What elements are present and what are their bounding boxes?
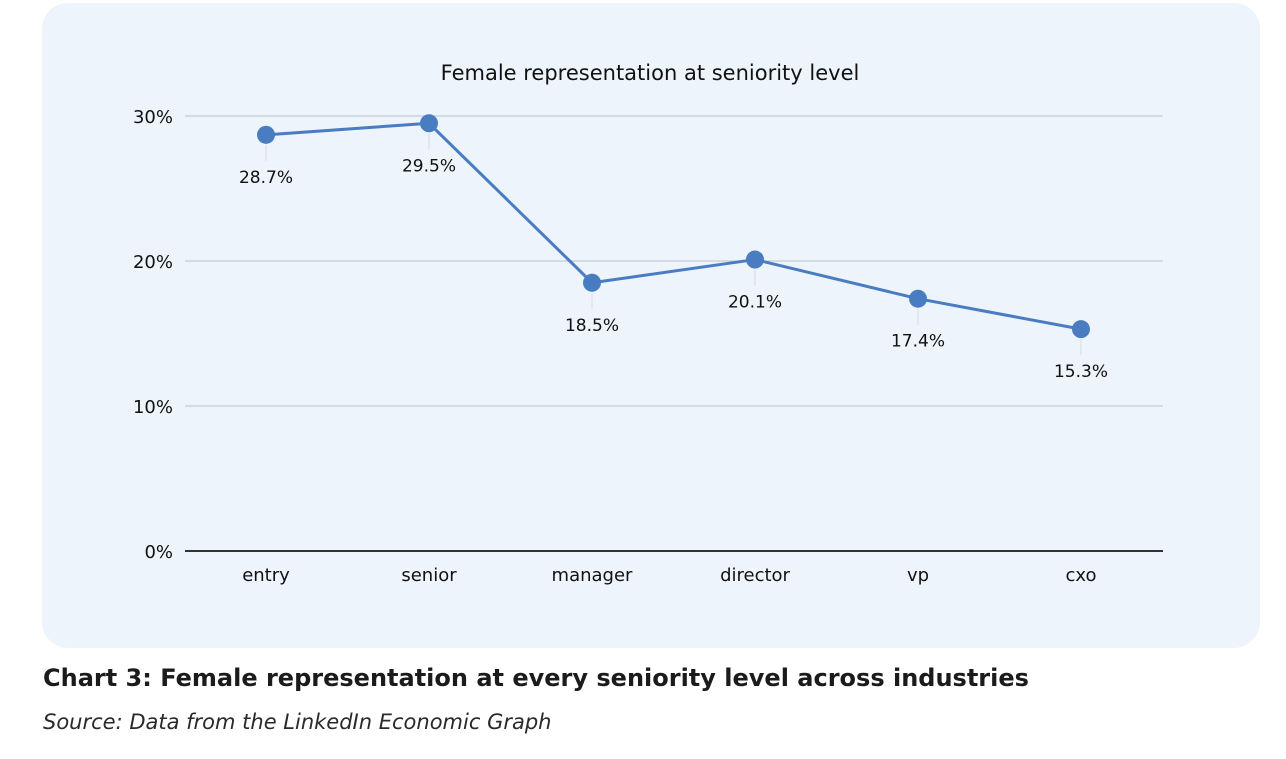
x-tick-label: vp [907,565,929,586]
data-labels: 28.7% 29.5% 18.5% 20.1% 17.4% 15.3% [239,133,1108,382]
x-tick-label: director [720,565,790,586]
series-line [265,121,1082,331]
data-label: 28.7% [239,168,293,188]
data-label: 18.5% [565,316,619,336]
chart-caption: Chart 3: Female representation at every … [43,664,1029,692]
data-points [257,114,1090,339]
data-point [746,250,764,269]
data-point [1072,320,1090,339]
data-label: 15.3% [1054,362,1108,382]
y-tick-label: 30% [133,107,173,128]
y-tick-label: 0% [144,542,173,563]
chart-source: Source: Data from the LinkedIn Economic … [43,710,552,734]
x-tick-label: manager [552,565,634,586]
data-point [909,289,927,308]
data-label: 20.1% [728,293,782,313]
gridlines [185,115,1163,552]
data-label: 17.4% [891,332,945,352]
y-axis-ticks: 0% 10% 20% 30% [133,107,173,563]
data-label: 29.5% [402,156,456,176]
y-tick-label: 10% [133,397,173,418]
line-chart: Female representation at seniority level… [133,61,1163,586]
x-tick-label: cxo [1065,565,1096,586]
x-tick-label: entry [242,565,290,586]
data-point [257,125,275,144]
chart-title: Female representation at seniority level [441,61,860,85]
data-point [420,114,438,133]
series-line-layer [265,121,1082,331]
data-point [583,273,601,292]
y-tick-label: 20% [133,252,173,273]
x-tick-label: senior [401,565,457,586]
x-axis-ticks: entry senior manager director vp cxo [242,565,1096,586]
